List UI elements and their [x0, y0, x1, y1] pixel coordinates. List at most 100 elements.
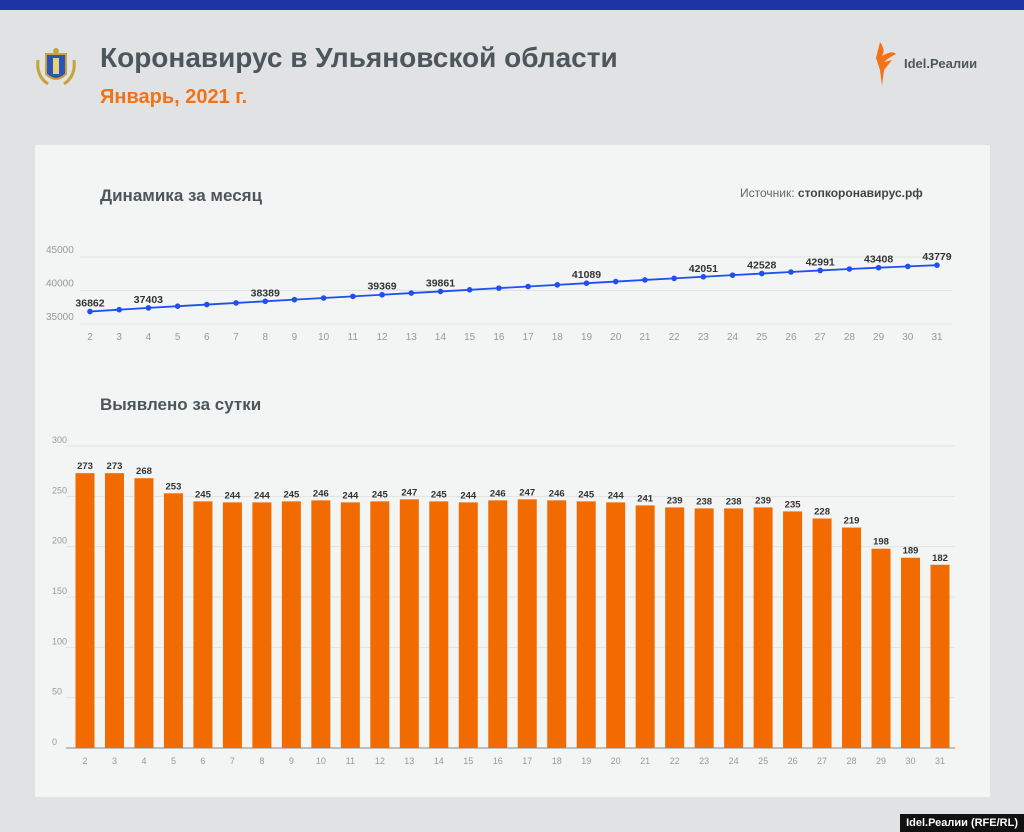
source-value: стопкоронавирус.рф — [797, 186, 923, 200]
line-point — [642, 277, 648, 283]
source-note: Источник: стопкоронавирус.рф — [740, 186, 923, 200]
bar-data-label: 241 — [637, 493, 654, 504]
line-point — [904, 263, 911, 270]
line-point — [174, 303, 181, 310]
bar-xtick-label: 5 — [171, 756, 176, 766]
source-label: Источник: — [740, 186, 795, 200]
bar-data-label: 238 — [696, 496, 712, 507]
bar-data-label: 189 — [903, 546, 919, 557]
line-xtick-label: 6 — [204, 332, 210, 343]
line-point — [466, 286, 473, 293]
brand-name: Idel.Реалии — [904, 56, 978, 71]
bar — [753, 507, 773, 748]
line-xtick-label: 5 — [175, 332, 181, 343]
bar — [399, 499, 419, 748]
line-point — [788, 269, 794, 275]
line-point — [612, 278, 619, 285]
line-xtick-label: 27 — [815, 332, 827, 343]
bar-xtick-label: 16 — [493, 756, 503, 766]
bar-data-label: 239 — [667, 495, 683, 506]
bar-xtick-label: 8 — [259, 756, 264, 766]
bar — [193, 501, 213, 748]
line-xtick-label: 4 — [146, 332, 152, 343]
bar-data-label: 244 — [608, 490, 625, 501]
bar — [665, 507, 685, 748]
line-xtick-label: 7 — [233, 332, 239, 343]
bar — [311, 500, 331, 748]
line-xtick-label: 30 — [902, 332, 914, 343]
bar-xtick-label: 18 — [552, 756, 562, 766]
bar — [252, 502, 272, 748]
line-xtick-label: 20 — [610, 332, 622, 343]
bar — [547, 500, 567, 748]
bar-data-label: 253 — [166, 481, 182, 492]
line-point — [729, 272, 736, 278]
line-point — [934, 262, 940, 268]
line-xtick-label: 23 — [698, 332, 710, 343]
bar-xtick-label: 6 — [200, 756, 205, 766]
bar-ytick-label: 250 — [52, 485, 67, 495]
bar — [488, 500, 508, 748]
bar-xtick-label: 3 — [112, 756, 117, 766]
bar-data-label: 235 — [785, 499, 802, 510]
bar-xtick-label: 26 — [788, 756, 798, 766]
line-point — [116, 306, 123, 313]
bar-xtick-label: 14 — [434, 756, 444, 766]
bar — [606, 502, 626, 748]
bar-xtick-label: 11 — [346, 756, 355, 766]
bar-ytick-label: 200 — [52, 536, 67, 546]
bar-data-label: 228 — [814, 506, 830, 517]
line-point — [408, 290, 415, 296]
top-bar — [0, 0, 1024, 10]
line-point — [496, 285, 502, 291]
line-xtick-label: 19 — [581, 332, 593, 343]
bar — [134, 478, 154, 748]
bar-ytick-label: 100 — [52, 636, 67, 646]
bar — [429, 501, 449, 748]
bar-data-label: 245 — [431, 489, 448, 500]
bar-data-label: 238 — [726, 496, 742, 507]
bar-xtick-label: 2 — [82, 756, 87, 766]
line-point — [554, 282, 561, 288]
bar-data-label: 246 — [549, 488, 565, 499]
torch-icon — [876, 42, 896, 86]
line-xtick-label: 8 — [262, 332, 268, 343]
line-xtick-label: 12 — [377, 332, 389, 343]
bar — [222, 502, 242, 748]
bar-data-label: 219 — [844, 516, 860, 527]
bar — [517, 499, 537, 748]
bar — [930, 564, 950, 748]
page-subtitle: Январь, 2021 г. — [100, 86, 248, 108]
bar-xtick-label: 9 — [289, 756, 294, 766]
line-point — [525, 283, 531, 290]
bar — [901, 557, 921, 748]
bar — [75, 473, 95, 748]
bar-data-label: 273 — [77, 461, 93, 472]
bar-data-label: 244 — [224, 490, 241, 501]
line-data-label: 43779 — [922, 251, 951, 263]
line-xtick-label: 14 — [435, 332, 447, 343]
bar — [724, 508, 744, 748]
line-ytick-label: 40000 — [46, 279, 74, 290]
bar — [783, 511, 803, 748]
line-xtick-label: 16 — [493, 332, 505, 343]
idel-realii-logo: Idel.Реалии — [872, 40, 992, 88]
bar — [163, 493, 183, 748]
bar-xtick-label: 21 — [640, 756, 650, 766]
bar — [281, 501, 301, 748]
bar-xtick-label: 30 — [906, 756, 916, 766]
line-data-label: 42991 — [806, 256, 835, 268]
page-title: Коронавирус в Ульяновской области — [100, 42, 618, 73]
bar-xtick-label: 29 — [876, 756, 886, 766]
line-data-label: 42528 — [747, 260, 776, 272]
line-point — [671, 275, 677, 282]
line-point — [875, 264, 882, 271]
line-point — [233, 300, 239, 306]
line-xtick-label: 9 — [292, 332, 298, 343]
line-point — [379, 291, 385, 298]
line-data-label: 42051 — [689, 263, 718, 275]
line-xtick-label: 15 — [464, 332, 476, 343]
line-chart-title: Динамика за месяц — [100, 186, 263, 205]
bar-xtick-label: 25 — [758, 756, 768, 766]
